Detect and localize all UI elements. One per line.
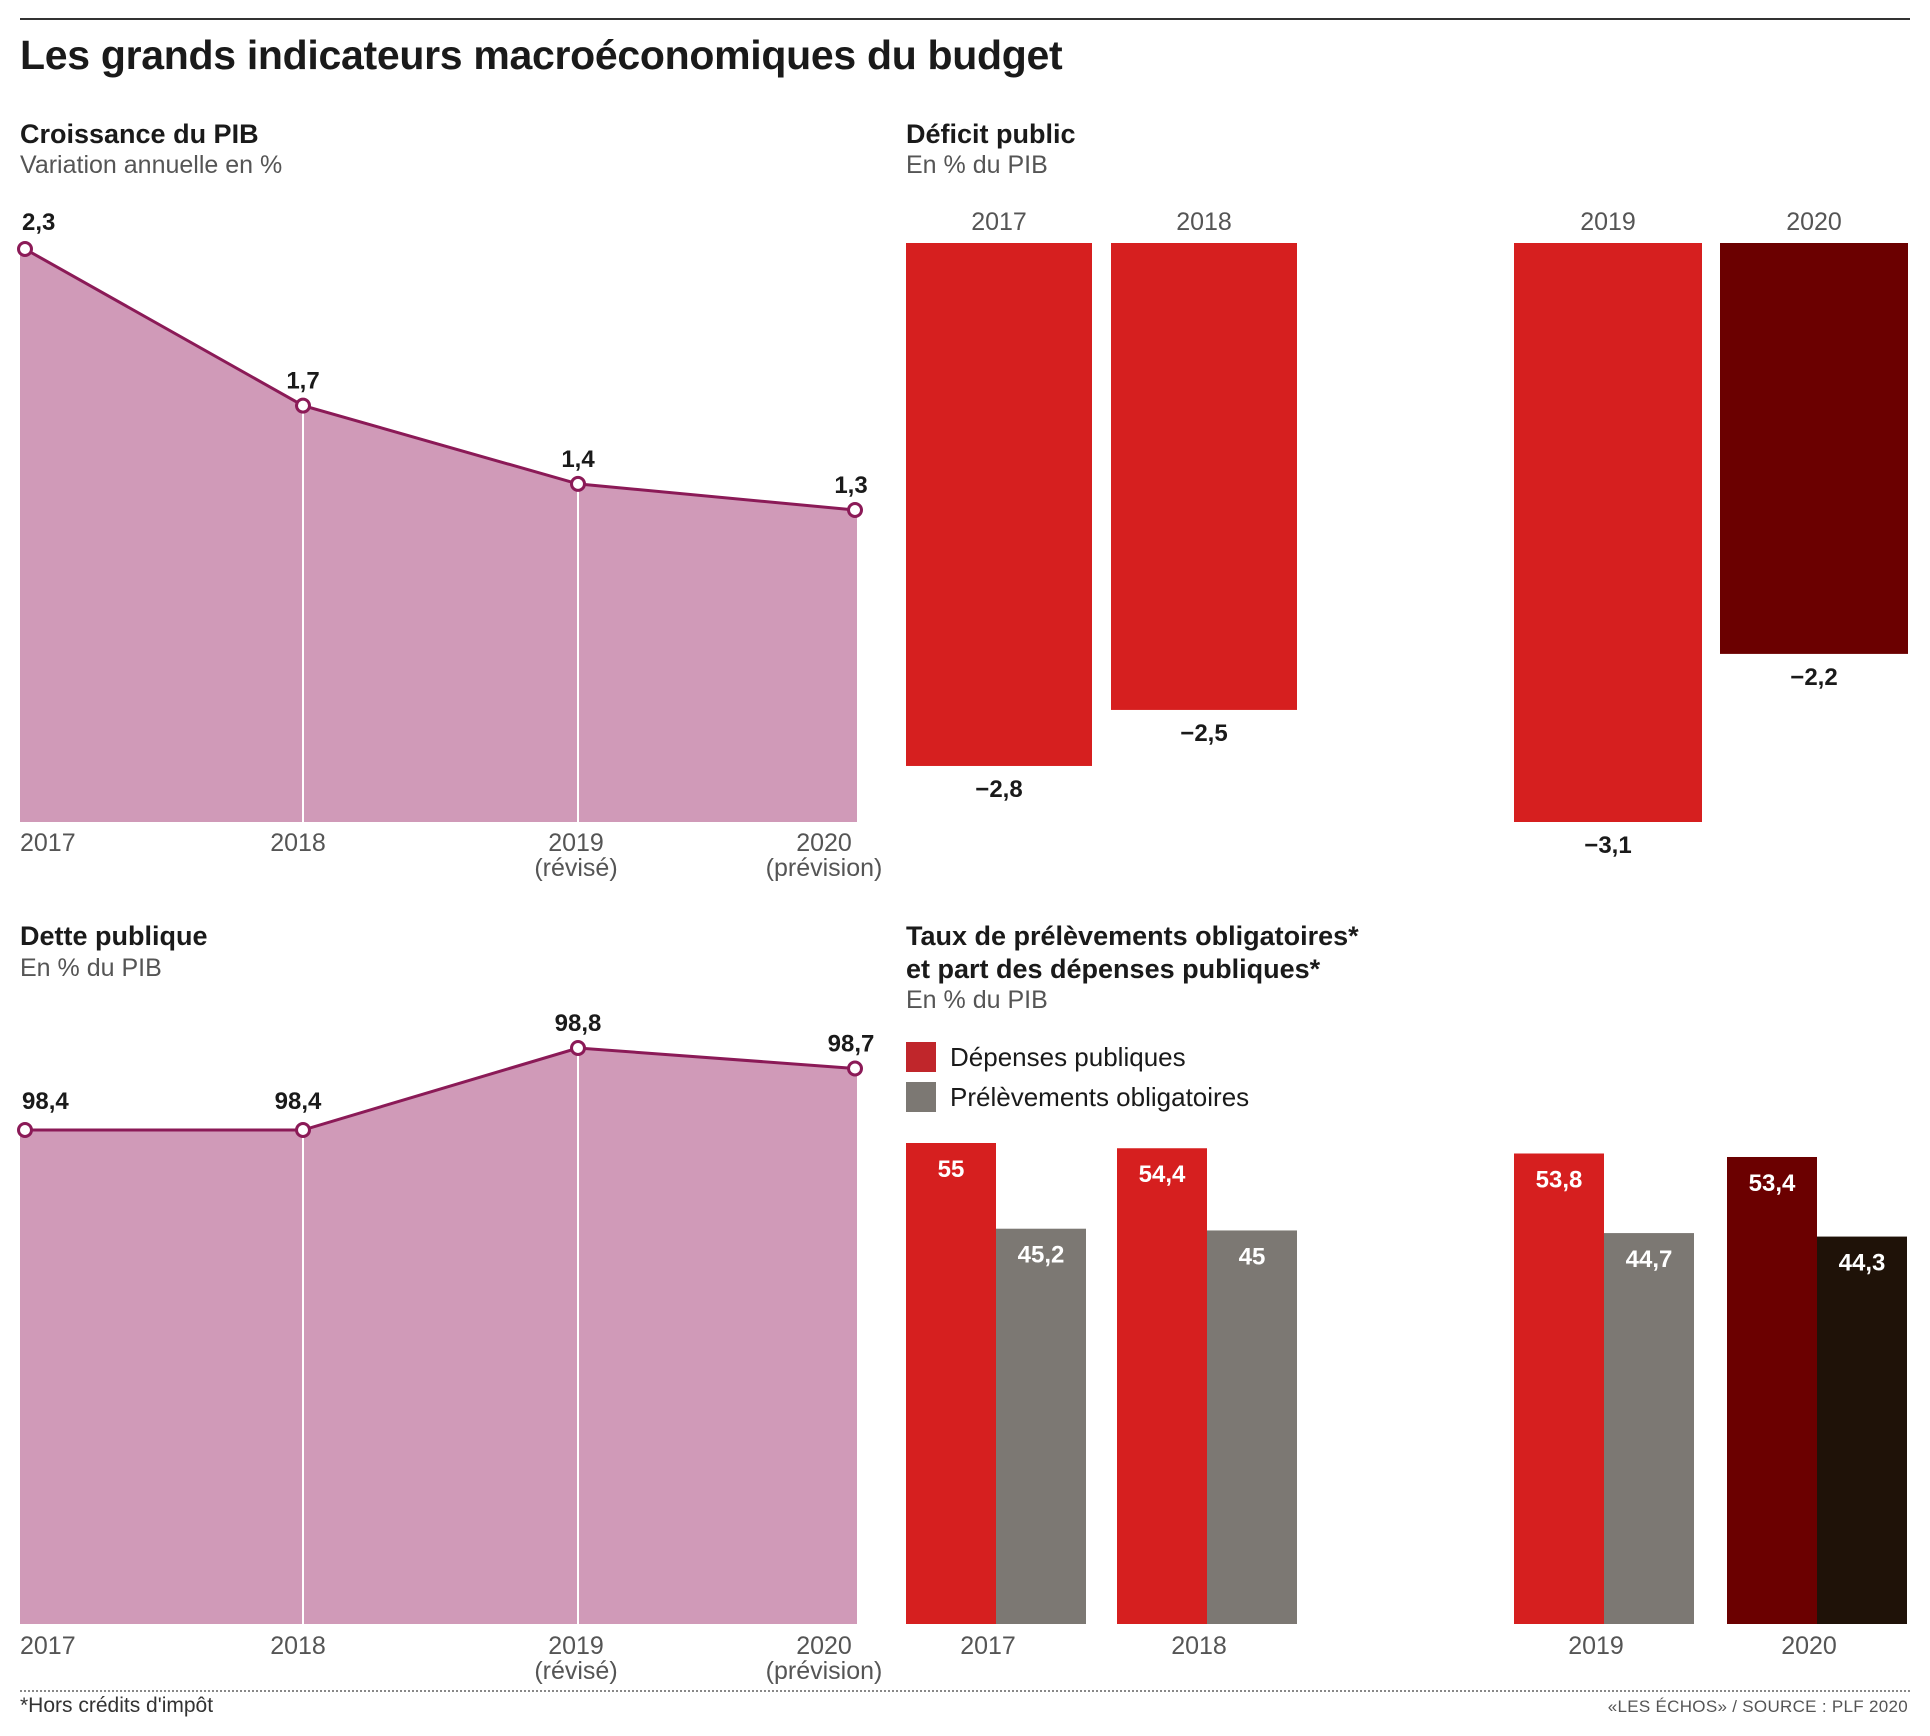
legend-item-prelevements: Prélèvements obligatoires (906, 1079, 1249, 1115)
area-0-x-sublabel: (révisé) (534, 854, 617, 882)
area-2-point (570, 1040, 586, 1056)
area-2-value-label: 98,8 (555, 1010, 602, 1037)
area-2-point (17, 1122, 33, 1138)
area-0-point (847, 502, 863, 518)
area-0-value-label: 2,3 (22, 209, 55, 236)
prelevements-bar (1207, 1230, 1297, 1624)
taxes-year-label: 2020 (1781, 1632, 1837, 1660)
prelevements-bar (1604, 1233, 1694, 1624)
deficit-year-label: 2020 (1786, 208, 1842, 236)
deficit-value-label: −2,2 (1790, 664, 1837, 691)
source-credit: «LES ÉCHOS» / SOURCE : PLF 2020 (1607, 1697, 1908, 1716)
deficit-title: Déficit public (906, 119, 1076, 149)
main-title: Les grands indicateurs macroéconomiques … (20, 32, 1063, 78)
area-0-point (17, 241, 33, 257)
deficit-year-label: 2019 (1580, 208, 1636, 236)
area-2-x-sublabel: (révisé) (534, 1657, 617, 1685)
area-0-fill (20, 249, 857, 822)
taxes-year-label: 2019 (1568, 1632, 1624, 1660)
depenses-value-label: 55 (938, 1156, 965, 1183)
prelevements-bar (1817, 1236, 1907, 1624)
area-2-fill (20, 1048, 857, 1624)
deficit-bar (906, 243, 1092, 766)
legend-swatch-red (906, 1042, 936, 1072)
deficit-value-label: −2,5 (1180, 720, 1227, 747)
deficit-value-label: −3,1 (1584, 832, 1631, 859)
footer-rule (20, 1690, 1910, 1692)
area-0-value-label: 1,4 (561, 446, 595, 473)
depenses-bar (1117, 1148, 1207, 1624)
area-2-value-label: 98,4 (22, 1088, 69, 1115)
taxes-subtitle: En % du PIB (906, 986, 1048, 1014)
area-2-x-tick: 2019 (548, 1632, 604, 1660)
prelevements-value-label: 44,3 (1839, 1250, 1886, 1277)
growth-title: Croissance du PIB (20, 119, 259, 149)
legend-label-depenses: Dépenses publiques (950, 1041, 1186, 1072)
area-2-x-tick: 2018 (270, 1632, 326, 1660)
depenses-bar (906, 1143, 996, 1624)
area-2-x-tick: 2017 (20, 1632, 76, 1660)
prelevements-value-label: 45 (1239, 1243, 1266, 1270)
top-rule (20, 18, 1910, 20)
area-2-point (847, 1060, 863, 1077)
deficit-year-label: 2018 (1176, 208, 1232, 236)
prelevements-value-label: 44,7 (1626, 1246, 1673, 1273)
area-2-line (25, 1046, 856, 1132)
area-0-line (24, 247, 856, 512)
taxes-title-line2: et part des dépenses publiques* (906, 954, 1321, 984)
area-0-value-label: 1,3 (834, 472, 867, 499)
legend-item-depenses: Dépenses publiques (906, 1039, 1186, 1075)
depenses-bar (1514, 1153, 1604, 1624)
area-0-x-sublabel: (prévision) (766, 854, 883, 882)
depenses-value-label: 53,4 (1749, 1170, 1796, 1197)
footnote: *Hors crédits d'impôt (20, 1694, 214, 1717)
area-2-x-tick: 2020 (796, 1632, 852, 1660)
depenses-bar (1727, 1156, 1817, 1624)
taxes-year-label: 2018 (1171, 1632, 1227, 1660)
depenses-value-label: 54,4 (1139, 1161, 1186, 1188)
area-2-value-label: 98,4 (275, 1088, 322, 1115)
debt-subtitle: En % du PIB (20, 954, 162, 982)
deficit-value-label: −2,8 (975, 776, 1022, 803)
taxes-year-label: 2017 (960, 1632, 1016, 1660)
area-0-x-tick: 2018 (270, 829, 326, 857)
legend-label-prelevements: Prélèvements obligatoires (950, 1081, 1250, 1112)
area-0-x-tick: 2017 (20, 829, 76, 857)
area-0-point (570, 475, 586, 492)
area-0-x-tick: 2020 (796, 829, 852, 857)
area-0-point (295, 397, 311, 414)
area-2-point (295, 1122, 311, 1138)
prelevements-value-label: 45,2 (1018, 1242, 1065, 1269)
depenses-value-label: 53,8 (1536, 1166, 1583, 1193)
growth-subtitle: Variation annuelle en % (20, 151, 283, 179)
taxes-title-line1: Taux de prélèvements obligatoires* (906, 921, 1359, 951)
deficit-bar (1720, 243, 1908, 654)
prelevements-bar (996, 1228, 1086, 1624)
deficit-bar (1514, 243, 1702, 822)
deficit-year-label: 2017 (971, 208, 1027, 236)
area-2-x-sublabel: (prévision) (766, 1657, 883, 1685)
debt-title: Dette publique (20, 921, 208, 951)
deficit-subtitle: En % du PIB (906, 151, 1048, 179)
legend-swatch-grey (906, 1082, 936, 1112)
area-2-value-label: 98,7 (828, 1031, 875, 1058)
area-0-value-label: 1,7 (286, 368, 319, 395)
area-0-x-tick: 2019 (548, 829, 604, 857)
deficit-bar (1111, 243, 1297, 710)
